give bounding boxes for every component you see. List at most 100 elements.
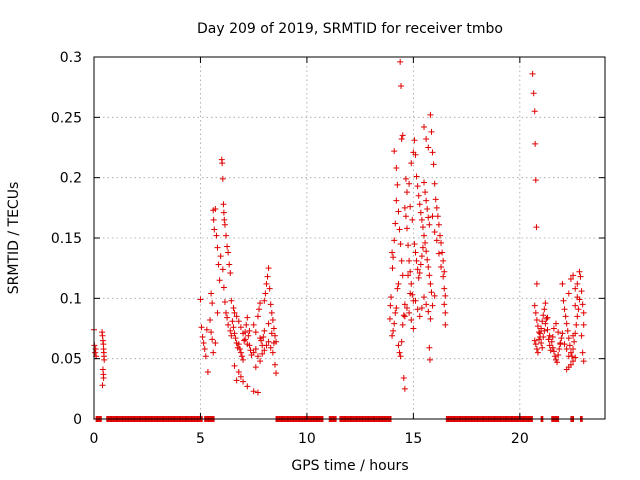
data-point xyxy=(539,344,546,351)
data-point xyxy=(532,341,539,348)
data-point xyxy=(236,346,243,353)
data-point xyxy=(442,292,449,299)
data-point xyxy=(408,317,415,324)
data-point xyxy=(439,249,446,256)
data-point xyxy=(561,341,568,348)
data-point xyxy=(441,268,448,275)
data-point xyxy=(562,313,569,320)
data-point xyxy=(266,285,273,292)
data-point xyxy=(438,239,445,246)
data-point xyxy=(416,313,423,320)
data-point xyxy=(235,368,242,375)
data-point xyxy=(99,382,106,389)
data-point xyxy=(423,301,430,308)
data-point xyxy=(412,249,419,256)
data-point xyxy=(406,257,413,264)
data-point xyxy=(208,329,215,336)
data-point xyxy=(572,285,579,292)
data-point xyxy=(425,308,432,315)
data-point xyxy=(421,232,428,239)
data-point xyxy=(561,306,568,313)
data-point xyxy=(209,336,216,343)
data-point xyxy=(414,306,421,313)
data-point xyxy=(265,265,272,272)
data-point xyxy=(237,349,244,356)
data-point xyxy=(204,368,211,375)
data-point xyxy=(540,333,547,340)
data-point xyxy=(532,309,539,316)
data-point xyxy=(422,189,429,196)
data-point xyxy=(265,320,272,327)
data-point xyxy=(554,359,561,366)
data-point xyxy=(401,313,408,320)
data-point xyxy=(441,285,448,292)
data-point xyxy=(240,356,247,363)
data-point xyxy=(271,361,278,368)
data-point xyxy=(405,272,412,279)
data-point xyxy=(578,332,585,339)
data-point xyxy=(394,181,401,188)
data-point xyxy=(250,349,257,356)
data-point xyxy=(391,320,398,327)
data-point xyxy=(237,324,244,331)
data-point xyxy=(429,149,436,156)
data-point xyxy=(397,241,404,248)
data-point xyxy=(268,330,275,337)
data-point xyxy=(393,165,400,172)
data-point xyxy=(390,327,397,334)
data-point xyxy=(544,326,551,333)
x-axis-label: GPS time / hours xyxy=(291,458,408,474)
data-point xyxy=(263,342,270,349)
data-point xyxy=(232,335,239,342)
data-point xyxy=(412,297,419,304)
data-point xyxy=(427,315,434,322)
data-point xyxy=(440,257,447,264)
data-point xyxy=(578,288,585,295)
data-point xyxy=(545,336,552,343)
data-point xyxy=(219,175,226,182)
data-point xyxy=(252,346,259,353)
data-point xyxy=(574,294,581,301)
data-point xyxy=(570,346,577,353)
data-point xyxy=(210,216,217,223)
data-point xyxy=(438,263,445,270)
data-point xyxy=(418,216,425,223)
data-point xyxy=(389,249,396,256)
data-point xyxy=(537,330,544,337)
data-point xyxy=(406,309,413,316)
data-point xyxy=(435,221,442,228)
data-point xyxy=(401,301,408,308)
data-point xyxy=(428,128,435,135)
data-point xyxy=(406,180,413,187)
data-point xyxy=(254,313,261,320)
data-point xyxy=(250,321,257,328)
data-point xyxy=(543,315,550,322)
data-point xyxy=(247,347,254,354)
data-point xyxy=(261,347,268,354)
data-point xyxy=(252,364,259,371)
data-point xyxy=(533,280,540,287)
data-point xyxy=(567,276,574,283)
data-point xyxy=(226,261,233,268)
data-point xyxy=(268,309,275,316)
data-point xyxy=(407,290,414,297)
data-point xyxy=(418,253,425,260)
y-axis-label: SRMTID / TECUs xyxy=(6,182,22,295)
data-point xyxy=(555,352,562,359)
data-point xyxy=(270,339,277,346)
data-point xyxy=(246,327,253,334)
data-point xyxy=(400,312,407,319)
data-point xyxy=(228,297,235,304)
data-point xyxy=(398,82,405,89)
data-point xyxy=(390,254,397,261)
data-point xyxy=(549,333,556,340)
data-point xyxy=(417,209,424,216)
y-tick-label: 0.15 xyxy=(51,231,82,247)
data-point xyxy=(219,266,226,273)
data-point xyxy=(230,304,237,311)
data-point xyxy=(224,314,231,321)
data-point xyxy=(531,302,538,309)
data-point xyxy=(426,221,433,228)
data-point xyxy=(242,336,249,343)
data-point xyxy=(92,349,99,356)
